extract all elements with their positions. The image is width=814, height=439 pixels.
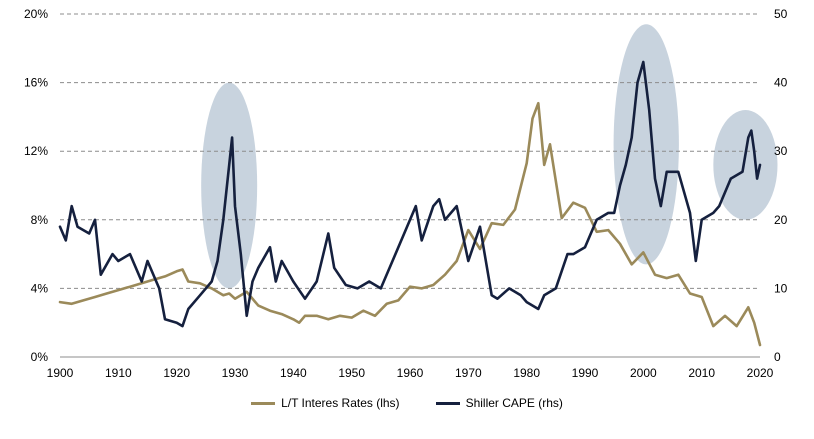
- legend-item-cape: Shiller CAPE (rhs): [435, 396, 563, 410]
- x-tick-label: 2010: [688, 366, 715, 380]
- y-right-tick-label: 30: [774, 144, 788, 158]
- x-tick-label: 1950: [338, 366, 365, 380]
- y-right-tick-label: 50: [774, 7, 788, 21]
- axes: 0% 0 4% 10 8% 20 12% 30 16% 40 20% 50 1900 1910 1920 19…: [24, 7, 788, 380]
- x-tick-label: 1930: [222, 366, 249, 380]
- highlight-ellipse-1: [201, 82, 258, 289]
- y-left-tick-label: 4%: [31, 281, 49, 295]
- highlight-ellipse-3: [713, 110, 778, 220]
- y-left-tick-label: 16%: [24, 76, 48, 90]
- y-left-tick-label: 12%: [24, 144, 48, 158]
- highlight-ellipse-2: [613, 24, 679, 265]
- y-left-tick-label: 8%: [31, 213, 49, 227]
- legend-swatch-cape: [435, 401, 460, 405]
- x-tick-label: 1960: [397, 366, 424, 380]
- x-tick-label: 1980: [513, 366, 540, 380]
- x-tick-label: 1970: [455, 366, 482, 380]
- legend-label-interest-rates: L/T Interes Rates (lhs): [281, 396, 400, 410]
- series-line-cape: [58, 60, 762, 328]
- legend-label-cape: Shiller CAPE (rhs): [465, 396, 563, 410]
- x-tick-label: 1900: [47, 366, 74, 380]
- legend-swatch-interest-rates: [251, 401, 276, 405]
- y-right-tick-label: 20: [774, 213, 788, 227]
- legend-item-interest-rates: L/T Interes Rates (lhs): [251, 396, 400, 410]
- y-left-tick-label: 0%: [31, 350, 49, 364]
- x-tick-label: 1990: [572, 366, 599, 380]
- x-tick-label: 2020: [747, 366, 774, 380]
- highlight-ellipses: [201, 24, 778, 289]
- series-lines: [58, 60, 762, 347]
- line-chart: 0% 0 4% 10 8% 20 12% 30 16% 40 20% 50 1900 1910 1920 19…: [24, 7, 788, 380]
- y-right-tick-label: 0: [774, 350, 781, 364]
- y-right-tick-label: 10: [774, 281, 788, 295]
- y-right-tick-label: 40: [774, 76, 788, 90]
- y-left-tick-label: 20%: [24, 7, 48, 21]
- legend: L/T Interes Rates (lhs) Shiller CAPE (rh…: [0, 396, 814, 410]
- x-tick-label: 1910: [105, 366, 132, 380]
- series-line-interest-rates: [58, 101, 762, 347]
- x-tick-label: 1940: [280, 366, 307, 380]
- x-tick-label: 1920: [163, 366, 190, 380]
- x-tick-label: 2000: [630, 366, 657, 380]
